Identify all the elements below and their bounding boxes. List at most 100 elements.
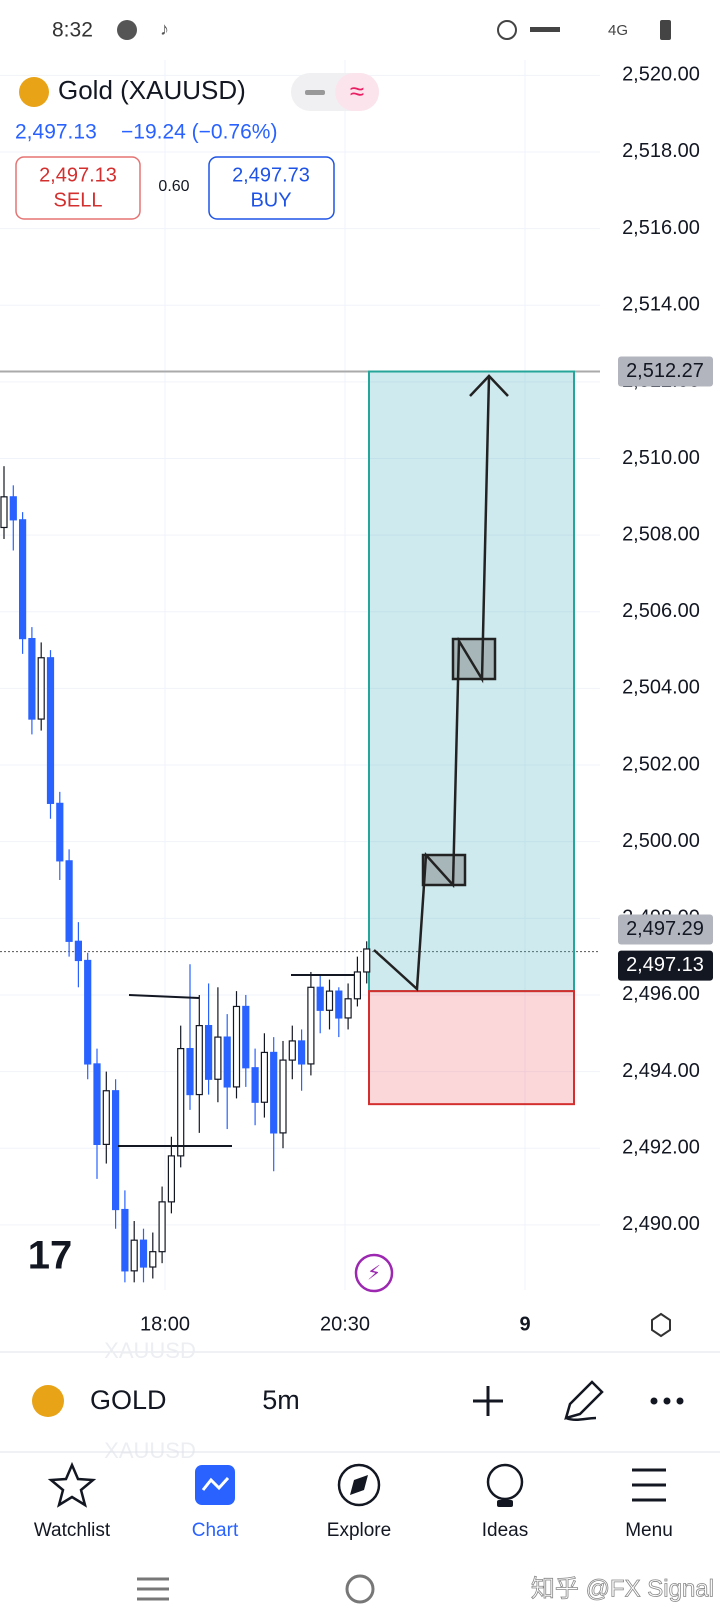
toggle-on[interactable]	[335, 73, 379, 111]
candle-body	[46, 657, 55, 804]
candle-body	[195, 1025, 203, 1096]
candle-body	[19, 519, 27, 640]
gold-icon	[32, 1385, 64, 1417]
menu-icon[interactable]	[632, 1468, 666, 1502]
ghost-text: XAUUSD	[104, 1338, 196, 1363]
candle-body	[121, 1208, 129, 1272]
symbol-title: Gold (XAUUSD)	[58, 75, 246, 105]
loss-zone	[368, 990, 575, 1106]
battery	[660, 20, 671, 40]
arrow-path	[373, 375, 491, 992]
drawings	[118, 974, 355, 1147]
candle-body	[260, 1051, 268, 1103]
price-axis: 2,490.002,492.002,494.002,496.002,498.00…	[140, 64, 713, 1335]
profit-zone	[368, 370, 575, 993]
y-tick-label: 2,510.00	[622, 447, 700, 469]
price-tag	[618, 950, 713, 981]
network: 4G	[608, 22, 628, 39]
candle-body	[242, 1005, 250, 1069]
alarm-icon	[497, 20, 517, 40]
price-tag-label: 2,512.27	[626, 360, 704, 382]
spread: 0.60	[158, 178, 189, 195]
y-tick-label: 2,504.00	[622, 677, 700, 699]
sell-button[interactable]	[15, 156, 141, 220]
price: 2,497.13	[15, 121, 97, 144]
bulb-base	[497, 1500, 513, 1507]
sell-label: SELL	[54, 189, 103, 211]
toggle-minus	[305, 90, 325, 95]
candle-body	[251, 1067, 259, 1103]
explore-icon[interactable]	[337, 1463, 381, 1507]
watchlist-icon[interactable]	[47, 1461, 97, 1508]
drawn-line	[128, 994, 200, 999]
tv-logo: 17	[28, 1234, 73, 1278]
y-tick-label: 2,506.00	[622, 600, 700, 622]
toolbar-symbol[interactable]: GOLD	[90, 1385, 167, 1415]
ghost-text: XAUUSD	[104, 1438, 196, 1463]
candle-body	[167, 1155, 175, 1203]
more-button[interactable]	[650, 1397, 684, 1405]
ideas-icon[interactable]	[486, 1463, 524, 1501]
candle-body	[56, 802, 64, 862]
draw-button[interactable]	[564, 1380, 604, 1422]
candle-body	[353, 971, 361, 1000]
y-tick-label: 2,490.00	[622, 1213, 700, 1235]
home-button[interactable]	[345, 1574, 375, 1604]
watermark: 知乎 @FX Signal	[531, 1575, 714, 1602]
nav-label: Chart	[192, 1520, 239, 1541]
status-time: 8:32	[52, 19, 93, 42]
candle-body	[335, 990, 343, 1019]
settings-icon[interactable]	[651, 1312, 671, 1338]
grid	[0, 60, 600, 1290]
price-tag-label: 2,497.29	[626, 918, 704, 940]
price-change: −19.24 (−0.76%)	[121, 121, 277, 144]
y-tick-label: 2,492.00	[622, 1137, 700, 1159]
recents-button[interactable]	[137, 1577, 169, 1601]
toolbar-interval[interactable]: 5m	[262, 1385, 300, 1415]
candle-body	[84, 959, 92, 1065]
x-tick-label: 18:00	[140, 1313, 190, 1335]
add-button[interactable]	[473, 1386, 503, 1416]
forecast-arrow	[373, 374, 509, 992]
nav-label: Menu	[625, 1520, 673, 1541]
candle-body	[0, 496, 8, 529]
candle-body	[186, 1047, 194, 1096]
dot	[676, 1397, 684, 1405]
candle-body	[139, 1239, 148, 1268]
position-tool	[368, 370, 575, 1106]
candle-body	[214, 1036, 222, 1080]
candle-body	[344, 998, 352, 1019]
candle-body	[65, 860, 73, 942]
y-tick-label: 2,518.00	[622, 140, 700, 162]
tiktok-icon: ♪	[160, 19, 169, 39]
nav-labels: Watchlist Chart Explore Ideas Menu	[34, 1520, 673, 1541]
x-tick-label: 9	[519, 1313, 530, 1335]
compass-needle	[350, 1475, 368, 1495]
candle-body	[232, 1005, 241, 1088]
lightning-icon: ⚡	[367, 1262, 381, 1284]
candle-body	[37, 657, 45, 720]
candle-body	[93, 1063, 101, 1145]
buy-label: BUY	[250, 189, 291, 211]
candle-body	[307, 986, 315, 1065]
x-tick-label: 20:30	[320, 1313, 370, 1335]
y-tick-label: 2,516.00	[622, 217, 700, 239]
chart-icon-line	[201, 1476, 230, 1491]
buy-button[interactable]	[208, 156, 335, 220]
candle-body	[205, 1025, 213, 1080]
candle-body	[288, 1040, 296, 1061]
candle-body	[28, 637, 36, 720]
candle-body	[223, 1036, 231, 1088]
toggle-wave: ≈	[350, 76, 364, 106]
y-tick-label: 2,508.00	[622, 523, 700, 545]
nav-label: Ideas	[482, 1520, 528, 1541]
candle-body	[102, 1090, 110, 1145]
dot	[663, 1397, 671, 1405]
nav-label: Explore	[327, 1520, 391, 1541]
candles	[0, 466, 371, 1283]
candle-body	[316, 986, 324, 1011]
lightning-button[interactable]	[354, 1253, 394, 1293]
candle-body	[9, 496, 17, 521]
